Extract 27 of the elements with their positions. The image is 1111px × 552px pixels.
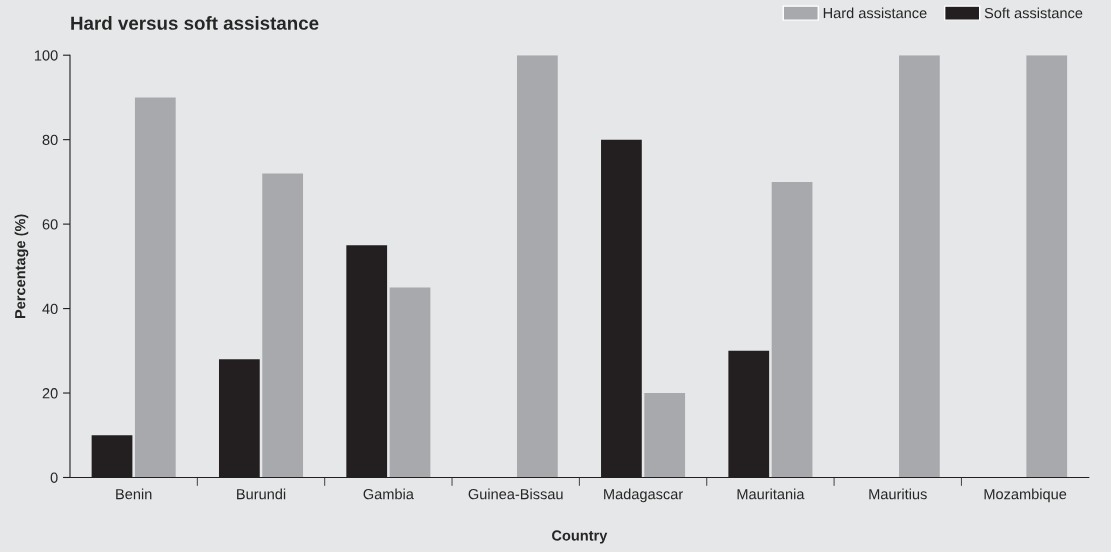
x-tick-label: Gambia [363, 488, 414, 500]
x-tick-label: Mauritania [737, 488, 805, 500]
bar [134, 97, 176, 478]
y-axis-title: Percentage (%) [14, 214, 29, 319]
y-tick-label: 100 [34, 50, 58, 61]
bar [644, 393, 686, 478]
x-tick-label: Benin [116, 488, 152, 500]
x-tick-label: Mozambique [984, 488, 1067, 503]
y-tick-label: 60 [42, 219, 58, 230]
y-tick-label: 20 [42, 388, 58, 399]
bar [899, 55, 940, 478]
x-tick-label: Madagascar [604, 488, 683, 503]
legend-label: Soft assistance [984, 7, 1083, 19]
x-tick-label: Guinea-Bissau [468, 488, 563, 500]
bar [516, 55, 558, 478]
bar [771, 181, 813, 478]
bar [1026, 55, 1068, 478]
bar [262, 173, 304, 478]
bar [389, 287, 431, 478]
y-tick-label: 40 [42, 303, 58, 314]
legend-label: Hard assistance [823, 7, 927, 19]
chart-title: Hard versus soft assistance [71, 16, 319, 30]
x-axis-title: Country [552, 530, 608, 544]
x-tick-label: Burundi [237, 488, 286, 500]
y-tick-label: 0 [50, 472, 58, 483]
x-tick-label: Mauritius [869, 488, 927, 500]
y-tick-label: 80 [42, 134, 58, 146]
